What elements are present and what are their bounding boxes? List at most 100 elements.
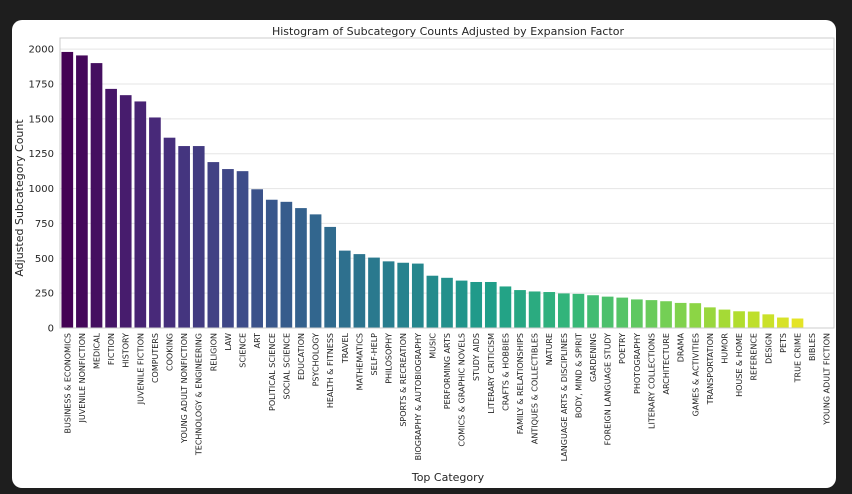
bar	[324, 226, 337, 328]
x-tick-label: BUSINESS & ECONOMICS	[63, 333, 72, 433]
x-tick-label: LANGUAGE ARTS & DISCIPLINES	[560, 333, 569, 461]
y-tick-label: 1250	[29, 149, 54, 160]
x-tick-label: EDUCATION	[297, 333, 306, 380]
bar	[149, 117, 161, 328]
bar	[119, 95, 132, 329]
x-tick-label: SELF-HELP	[370, 333, 379, 376]
bar	[660, 301, 672, 328]
x-tick-label: YOUNG ADULT NONFICTION	[180, 333, 189, 444]
x-tick-label: SPORTS & RECREATION	[399, 333, 408, 427]
x-tick-label: RELIGION	[209, 333, 218, 371]
x-tick-label: COMPUTERS	[151, 333, 160, 383]
x-tick-label: PHILOSOPHY	[385, 333, 394, 384]
x-tick-label: MATHEMATICS	[355, 333, 364, 390]
bar	[236, 171, 249, 328]
x-tick-label: POLITICAL SCIENCE	[268, 333, 277, 411]
bar	[747, 311, 760, 328]
x-tick-label: JUVENILE NONFICTION	[78, 333, 87, 423]
bar	[353, 254, 366, 328]
x-tick-label: TECHNOLOGY & ENGINEERING	[195, 333, 204, 456]
bar	[192, 146, 205, 328]
y-tick-labels: 0 250 500 750 1000 1250 1500 1750 2000	[29, 45, 54, 335]
bar	[484, 281, 497, 328]
bar	[61, 51, 74, 328]
bar	[762, 314, 775, 328]
bar	[207, 162, 220, 328]
bar	[295, 208, 307, 328]
x-tick-label: HOUSE & HOME	[735, 333, 744, 397]
x-tick-label: CRAFTS & HOBBIES	[501, 333, 510, 411]
x-tick-label: LITERARY CRITICISM	[487, 333, 496, 414]
x-tick-label: FICTION	[107, 333, 116, 365]
x-tick-label: NATURE	[545, 333, 554, 365]
bars	[61, 51, 833, 329]
x-tick-label: POETRY	[618, 333, 627, 364]
x-tick-label: TRAVEL	[341, 332, 350, 364]
bar	[222, 169, 234, 328]
bar	[733, 311, 745, 328]
bar	[777, 317, 789, 328]
bar	[163, 137, 176, 328]
x-tick-label: REFERENCE	[750, 333, 759, 381]
bar	[411, 263, 424, 328]
bar	[674, 302, 687, 328]
bar	[616, 297, 629, 328]
bar	[528, 291, 541, 328]
bar	[543, 292, 556, 328]
chart-card: Histogram of Subcategory Counts Adjusted…	[12, 20, 836, 488]
bar	[368, 257, 380, 328]
x-tick-label: TRUE CRIME	[793, 333, 802, 383]
y-tick-label: 1500	[29, 114, 54, 125]
x-tick-label: MEDICAL	[93, 332, 102, 369]
x-tick-label: HUMOR	[720, 333, 729, 364]
x-tick-label: BODY, MIND & SPIRIT	[574, 333, 583, 418]
x-tick-labels: BUSINESS & ECONOMICS JUVENILE NONFICTION M…	[63, 332, 831, 461]
bar	[499, 286, 512, 328]
x-tick-label: PETS	[779, 333, 788, 353]
x-tick-label: TRANSPORTATION	[706, 333, 715, 405]
x-tick-label: YOUNG ADULT FICTION	[823, 333, 832, 426]
bar	[90, 63, 103, 328]
x-tick-label: COMICS & GRAPHIC NOVELS	[458, 333, 467, 447]
bar	[587, 295, 599, 328]
bar	[265, 199, 278, 328]
x-tick-label: HEALTH & FITNESS	[326, 333, 335, 408]
y-tick-label: 1750	[29, 80, 54, 91]
bar	[557, 293, 570, 328]
bar	[718, 309, 731, 328]
x-tick-label: DESIGN	[764, 333, 773, 364]
x-tick-label: PERFORMING ARTS	[443, 333, 452, 409]
y-tick-label: 500	[35, 254, 54, 265]
y-tick-label: 0	[48, 324, 54, 335]
bar	[178, 146, 190, 328]
x-tick-label: PSYCHOLOGY	[312, 333, 321, 387]
bar	[309, 214, 322, 328]
bar	[382, 261, 395, 328]
x-tick-label: FOREIGN LANGUAGE STUDY	[604, 333, 613, 445]
bar-chart: Histogram of Subcategory Counts Adjusted…	[13, 25, 835, 484]
bar	[338, 250, 351, 328]
x-axis-label: Top Category	[411, 471, 485, 484]
y-tick-label: 250	[35, 289, 54, 300]
y-tick-label: 1000	[29, 184, 54, 195]
x-tick-label: LITERARY COLLECTIONS	[647, 333, 656, 429]
bar	[514, 290, 526, 328]
x-tick-label: ART	[253, 333, 262, 348]
x-tick-label: ARCHITECTURE	[662, 333, 671, 394]
bar	[455, 280, 468, 328]
y-tick-label: 2000	[29, 45, 54, 56]
x-tick-label: GARDENING	[589, 333, 598, 382]
bar	[134, 101, 147, 328]
x-tick-label: HISTORY	[122, 333, 131, 368]
bar	[470, 281, 483, 328]
x-tick-label: FAMILY & RELATIONSHIPS	[516, 333, 525, 434]
y-tick-label: 750	[35, 219, 54, 230]
x-tick-label: BIOGRAPHY & AUTOBIOGRAPHY	[414, 333, 423, 461]
bar	[280, 201, 293, 328]
x-tick-label: COOKING	[166, 333, 175, 371]
bar	[397, 262, 410, 328]
x-tick-label: GAMES & ACTIVITIES	[691, 333, 700, 416]
bar	[426, 275, 439, 328]
chart-title: Histogram of Subcategory Counts Adjusted…	[272, 25, 625, 38]
bar	[631, 299, 643, 328]
